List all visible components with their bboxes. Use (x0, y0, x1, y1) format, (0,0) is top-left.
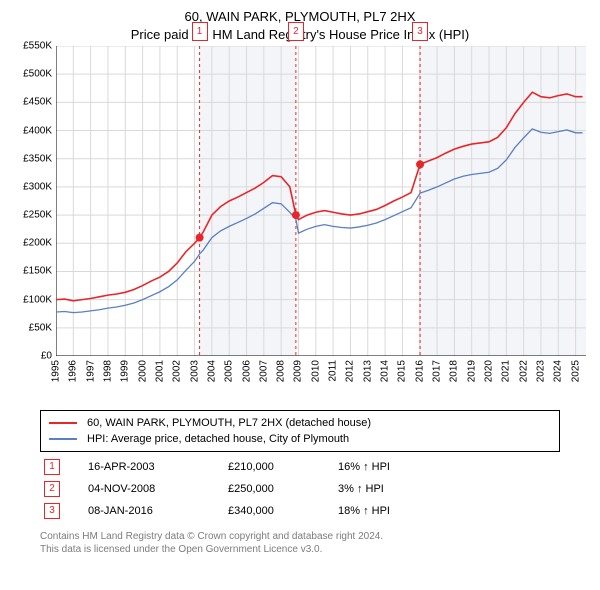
x-tick-label: 2016 (414, 360, 425, 382)
x-tick-label: 2009 (293, 360, 304, 382)
x-tick-label: 2011 (328, 360, 339, 382)
legend-label-property: 60, WAIN PARK, PLYMOUTH, PL7 2HX (detach… (87, 417, 371, 429)
x-tick-label: 2008 (276, 360, 287, 382)
x-tick-label: 1997 (85, 360, 96, 382)
x-tick-label: 1995 (51, 360, 62, 382)
y-tick-label: £50K (29, 322, 52, 333)
y-tick-label: £350K (23, 153, 52, 164)
x-tick-label: 2000 (137, 360, 148, 382)
x-tick-label: 2005 (224, 360, 235, 382)
x-tick-label: 2004 (206, 360, 217, 382)
attribution-footer: Contains HM Land Registry data © Crown c… (40, 530, 560, 556)
x-tick-label: 2020 (484, 360, 495, 382)
event-table: 1 16-APR-2003£210,00016% ↑ HPI 2 04-NOV-200… (40, 456, 560, 522)
legend-row-hpi: HPI: Average price, detached house, City… (49, 431, 551, 447)
event-marker-1: 1 (192, 22, 208, 41)
x-tick-label: 2017 (432, 360, 443, 382)
event-row: 1 16-APR-2003£210,00016% ↑ HPI (40, 456, 560, 478)
chart-container: 60, WAIN PARK, PLYMOUTH, PL7 2HX Price p… (0, 0, 600, 590)
event-row: 2 04-NOV-2008£250,0003% ↑ HPI (40, 478, 560, 500)
legend-swatch-hpi (49, 438, 77, 440)
y-tick-label: £400K (23, 125, 52, 136)
x-tick-label: 1996 (68, 360, 79, 382)
x-tick-label: 2025 (570, 360, 581, 382)
x-tick-label: 2022 (518, 360, 529, 382)
x-tick-label: 2001 (154, 360, 165, 382)
event-row-marker: 3 (44, 503, 60, 519)
event-row-marker: 1 (44, 459, 60, 475)
event-marker-2: 2 (288, 22, 304, 41)
x-tick-label: 2010 (310, 360, 321, 382)
x-tick-label: 2019 (466, 360, 477, 382)
x-tick-label: 2013 (362, 360, 373, 382)
y-tick-label: £300K (23, 181, 52, 192)
x-tick-label: 1999 (120, 360, 131, 382)
x-tick-label: 2003 (189, 360, 200, 382)
event-marker-3: 3 (412, 22, 428, 41)
event-row-marker: 2 (44, 481, 60, 497)
y-tick-label: £200K (23, 238, 52, 249)
y-tick-label: £100K (23, 294, 52, 305)
legend: 60, WAIN PARK, PLYMOUTH, PL7 2HX (detach… (40, 410, 560, 452)
event-row: 3 08-JAN-2016£340,00018% ↑ HPI (40, 500, 560, 522)
x-tick-label: 2021 (501, 360, 512, 382)
event-row-price: £210,000 (228, 461, 338, 473)
footer-line-2: This data is licensed under the Open Gov… (40, 543, 560, 556)
x-axis: 1995199619971998199920002001200220032004… (56, 356, 586, 404)
plot-area: 123 (56, 46, 586, 356)
x-tick-label: 2018 (449, 360, 460, 382)
event-row-diff: 16% ↑ HPI (338, 461, 448, 473)
footer-line-1: Contains HM Land Registry data © Crown c… (40, 530, 560, 543)
x-tick-label: 2023 (535, 360, 546, 382)
legend-row-property: 60, WAIN PARK, PLYMOUTH, PL7 2HX (detach… (49, 415, 551, 431)
event-row-date: 16-APR-2003 (88, 461, 228, 473)
x-tick-label: 2007 (258, 360, 269, 382)
event-row-diff: 3% ↑ HPI (338, 483, 448, 495)
plot-svg (56, 46, 586, 356)
y-axis: £0£50K£100K£150K£200K£250K£300K£350K£400… (0, 46, 56, 356)
event-row-price: £340,000 (228, 505, 338, 517)
y-tick-label: £150K (23, 266, 52, 277)
y-tick-label: £550K (23, 41, 52, 52)
y-tick-label: £250K (23, 210, 52, 221)
x-tick-label: 2002 (172, 360, 183, 382)
chart-area: £0£50K£100K£150K£200K£250K£300K£350K£400… (0, 46, 600, 404)
x-tick-label: 2014 (380, 360, 391, 382)
legend-swatch-property (49, 422, 77, 424)
event-row-date: 08-JAN-2016 (88, 505, 228, 517)
event-row-diff: 18% ↑ HPI (338, 505, 448, 517)
x-tick-label: 1998 (102, 360, 113, 382)
y-tick-label: £450K (23, 97, 52, 108)
x-tick-label: 2024 (553, 360, 564, 382)
x-tick-label: 2012 (345, 360, 356, 382)
event-row-date: 04-NOV-2008 (88, 483, 228, 495)
x-tick-label: 2006 (241, 360, 252, 382)
y-tick-label: £500K (23, 69, 52, 80)
event-row-price: £250,000 (228, 483, 338, 495)
legend-label-hpi: HPI: Average price, detached house, City… (87, 433, 349, 445)
x-tick-label: 2015 (397, 360, 408, 382)
